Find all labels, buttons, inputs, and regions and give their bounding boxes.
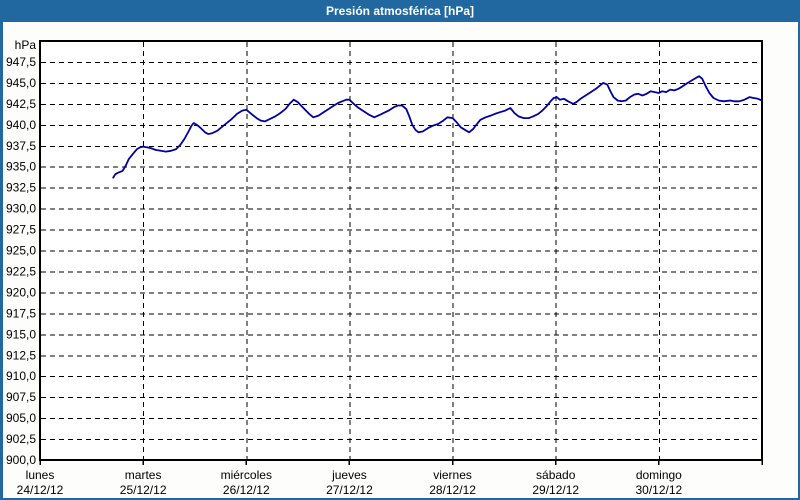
y-tick-label: 925,0 <box>6 244 36 258</box>
y-tick-label: 945,0 <box>6 76 36 90</box>
y-tick-label: 922,5 <box>6 264 36 278</box>
y-tick-label: 947,5 <box>6 55 36 69</box>
x-day-label: martes <box>125 468 162 482</box>
x-day-label: domingo <box>636 468 682 482</box>
y-tick-label: 937,5 <box>6 139 36 153</box>
y-tick-label: 935,0 <box>6 160 36 174</box>
x-date-label: 29/12/12 <box>532 483 579 497</box>
y-tick-label: 910,0 <box>6 369 36 383</box>
y-tick-label: 912,5 <box>6 348 36 362</box>
vertical-gridlines <box>143 42 660 459</box>
y-tick-label: 920,0 <box>6 285 36 299</box>
x-date-label: 26/12/12 <box>223 483 270 497</box>
y-tick-label: 905,0 <box>6 411 36 425</box>
window-titlebar: Presión atmosférica [hPa] <box>0 0 800 22</box>
plot-border <box>39 40 763 461</box>
page-title: Presión atmosférica [hPa] <box>325 4 475 18</box>
horizontal-gridlines <box>41 61 761 441</box>
y-tick-label: 917,5 <box>6 306 36 320</box>
y-tick-label: 942,5 <box>6 97 36 111</box>
x-day-label: miércoles <box>221 468 272 482</box>
y-tick-label: 900,0 <box>6 453 36 467</box>
y-tick-label: 930,0 <box>6 202 36 216</box>
x-date-label: 30/12/12 <box>635 483 682 497</box>
y-tick-label: 915,0 <box>6 327 36 341</box>
x-date-label: 27/12/12 <box>326 483 373 497</box>
y-tick-label: 902,5 <box>6 432 36 446</box>
pressure-series-line <box>112 75 763 179</box>
y-axis-unit-label: hPa <box>15 38 37 52</box>
x-day-label: viernes <box>433 468 472 482</box>
x-day-label: lunes <box>26 468 55 482</box>
x-day-label: sábado <box>536 468 576 482</box>
y-tick-label: 927,5 <box>6 223 36 237</box>
x-date-label: 25/12/12 <box>120 483 167 497</box>
x-date-label: 24/12/12 <box>17 483 64 497</box>
x-date-label: 28/12/12 <box>429 483 476 497</box>
y-tick-label: 932,5 <box>6 181 36 195</box>
y-tick-label: 940,0 <box>6 118 36 132</box>
y-tick-label: 907,5 <box>6 390 36 404</box>
x-day-label: jueves <box>331 468 367 482</box>
y-axis-labels: 947,5 945,0 942,5 940,0 937,5 935,0 932,5 930,0… <box>6 55 36 467</box>
